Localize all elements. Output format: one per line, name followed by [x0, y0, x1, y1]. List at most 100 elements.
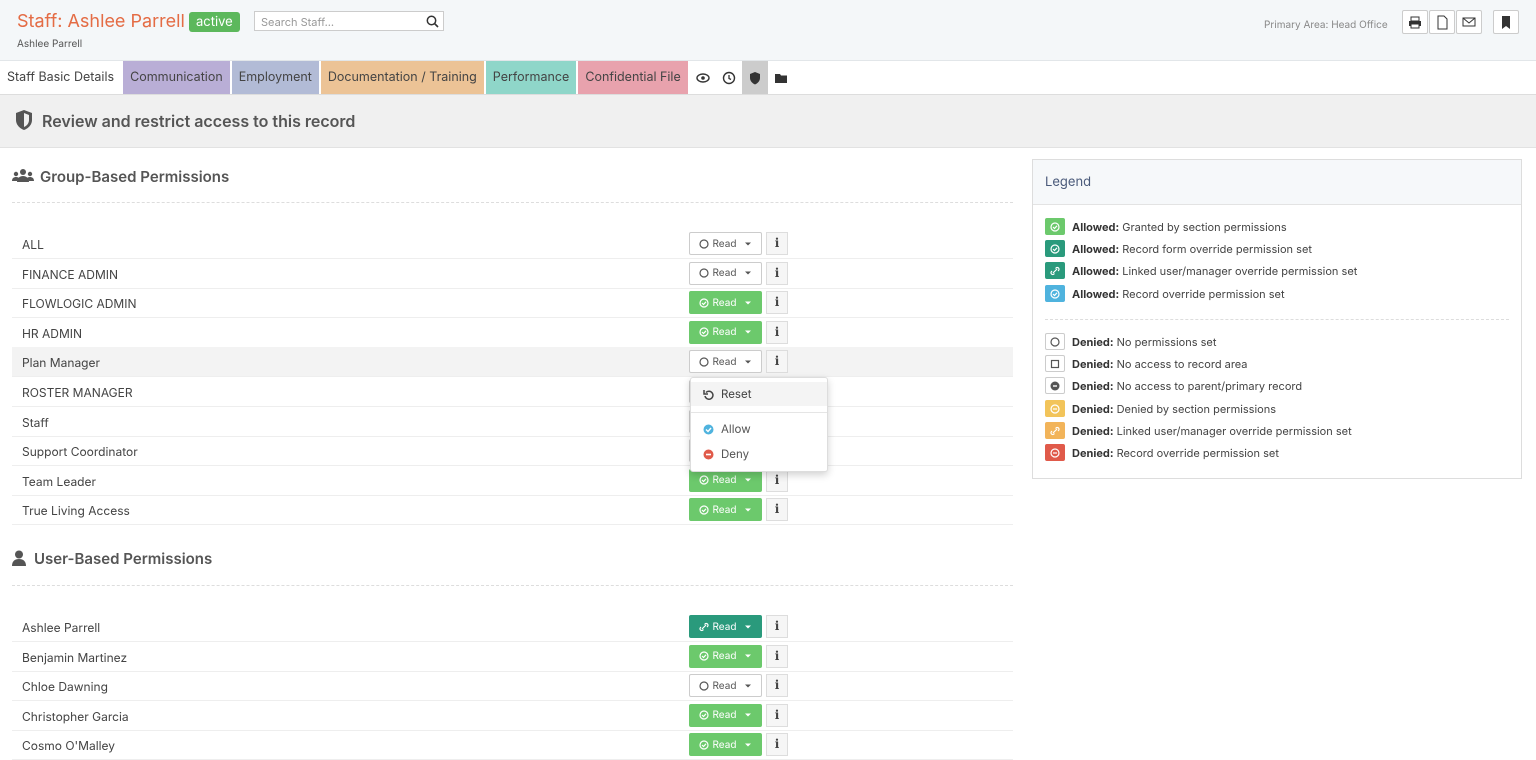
shield-tab[interactable]: [741, 61, 768, 94]
info-button[interactable]: i: [766, 320, 788, 344]
legend-icon: [1050, 381, 1060, 390]
caret: [745, 508, 752, 512]
legend-description: Linked user/manager override permission …: [1116, 423, 1352, 438]
legend-title: Legend: [1045, 174, 1092, 190]
info-button[interactable]: i: [766, 498, 788, 522]
eye-tab[interactable]: [690, 61, 716, 94]
legend-status: Allowed:: [1072, 286, 1120, 301]
print-button[interactable]: [1402, 10, 1428, 34]
legend-text: Allowed: Linked user/manager override pe…: [1072, 264, 1357, 278]
info-button[interactable]: i: [766, 261, 788, 285]
tab[interactable]: Staff Basic Details: [0, 61, 122, 94]
permission-row: Chloe Dawning Read i: [12, 671, 1013, 702]
permission-row: Team Leader Read i: [12, 466, 1013, 496]
title-prefix: Staff:: [17, 11, 63, 32]
row-name: Plan Manager: [22, 355, 101, 371]
shield-icon: [749, 71, 760, 84]
info-button[interactable]: i: [766, 674, 788, 698]
email-button[interactable]: [1456, 10, 1482, 34]
permission-button[interactable]: Read: [689, 674, 762, 698]
bookmark-button[interactable]: [1493, 10, 1519, 34]
button-label: Read: [712, 355, 737, 368]
permission-button[interactable]: Read: [689, 320, 762, 344]
permission-row: Christopher Garcia Read i: [12, 701, 1013, 731]
permission-button[interactable]: Read: [689, 703, 762, 727]
permission-button[interactable]: Read: [689, 261, 762, 285]
tab[interactable]: Communication: [123, 61, 230, 94]
state-icon: [698, 651, 709, 661]
tab[interactable]: Confidential File: [578, 61, 688, 94]
folder-tab[interactable]: [768, 61, 794, 94]
state-icon: [698, 505, 709, 515]
caret: [745, 360, 752, 364]
legend-status: Allowed:: [1072, 241, 1120, 256]
legend-description: Record form override permission set: [1122, 241, 1312, 256]
dropdown-label: Reset: [721, 387, 752, 401]
legend-item: Denied: No access to record area: [1045, 355, 1248, 372]
button-label: Read: [712, 620, 737, 633]
permission-button[interactable]: Read: [689, 733, 762, 757]
dropdown-item[interactable]: Allow: [691, 417, 827, 441]
pdf-button[interactable]: [1429, 10, 1455, 34]
permission-button[interactable]: Read: [689, 615, 762, 638]
legend-swatch: [1045, 240, 1065, 257]
legend-icon: [1050, 336, 1060, 347]
permission-button[interactable]: Read: [689, 468, 762, 492]
dropdown-item[interactable]: Deny: [691, 442, 827, 466]
legend-swatch: [1045, 355, 1065, 372]
state-icon: [698, 238, 709, 249]
tab[interactable]: Employment: [231, 61, 319, 94]
search-icon[interactable]: [426, 15, 439, 28]
legend-item: Allowed: Record override permission set: [1045, 285, 1285, 302]
row-name: Team Leader: [22, 473, 97, 489]
divider: [1045, 319, 1509, 320]
legend-text: Denied: Linked user/manager override per…: [1072, 424, 1352, 438]
tab[interactable]: Documentation / Training: [320, 61, 484, 94]
legend-swatch: [1045, 218, 1065, 235]
permission-button[interactable]: Read: [689, 498, 762, 522]
tab[interactable]: Performance: [485, 61, 577, 94]
legend-header: Legend: [1033, 160, 1521, 205]
legend-icon: [1050, 288, 1060, 299]
button-label: Read: [712, 679, 737, 692]
info-button[interactable]: i: [766, 615, 788, 638]
reset-icon: [703, 389, 714, 400]
permission-button[interactable]: Read: [689, 350, 762, 374]
info-button[interactable]: i: [766, 733, 788, 757]
search-input[interactable]: Search Staff...: [254, 11, 444, 31]
title-name: Ashlee Parrell: [67, 11, 185, 32]
button-label: Read: [712, 709, 737, 722]
info-button[interactable]: i: [766, 291, 788, 315]
info-button[interactable]: i: [766, 350, 788, 374]
clock-tab[interactable]: [716, 61, 742, 94]
divider: [12, 202, 1013, 203]
legend-swatch: [1045, 400, 1065, 417]
dropdown-item[interactable]: Reset: [691, 382, 827, 406]
button-label: Read: [712, 237, 737, 250]
permission-button[interactable]: Read: [689, 232, 762, 255]
legend-description: No access to record area: [1116, 356, 1248, 371]
permission-dropdown: Reset Allow Deny: [690, 377, 828, 472]
info-button[interactable]: i: [766, 703, 788, 727]
legend-status: Denied:: [1072, 334, 1114, 349]
state-icon: [698, 681, 709, 691]
divider: [691, 412, 827, 413]
state-icon: [698, 740, 709, 750]
permission-button[interactable]: Read: [689, 644, 762, 668]
permission-row: FLOWLOGIC ADMIN Read i: [12, 288, 1013, 319]
legend-swatch: [1045, 262, 1065, 279]
info-button[interactable]: i: [766, 232, 788, 255]
legend-icon: [1050, 447, 1060, 458]
legend-description: Record override permission set: [1122, 286, 1285, 301]
row-name: Ashlee Parrell: [22, 620, 101, 635]
info-button[interactable]: i: [766, 468, 788, 492]
permission-row: Support CoordinatorReadi: [12, 436, 1013, 467]
info-button[interactable]: i: [766, 644, 788, 668]
allow-icon: [703, 424, 714, 434]
legend-item: Denied: No access to parent/primary reco…: [1045, 377, 1302, 394]
row-name: Cosmo O'Malley: [22, 738, 116, 754]
legend-text: Allowed: Granted by section permissions: [1072, 220, 1287, 234]
permission-button[interactable]: Read: [689, 291, 762, 315]
legend-icon: [1050, 426, 1060, 435]
